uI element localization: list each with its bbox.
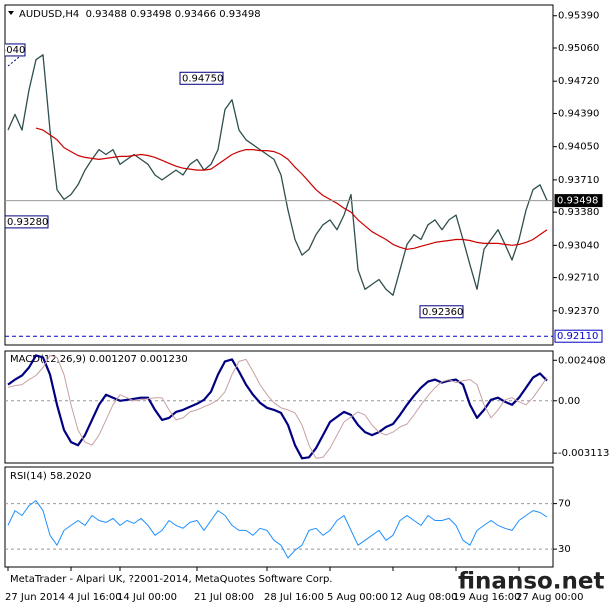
x-tick-label: 27 Jun 2014 <box>5 592 65 603</box>
x-tick-label: 19 Aug 16:00 <box>453 592 520 603</box>
y-tick-label: 0.95060 <box>558 43 599 54</box>
watermark: finanso.net <box>458 569 605 595</box>
price-label: 0.92110 <box>557 331 598 342</box>
price-label: 0.93498 <box>557 196 598 207</box>
x-tick-label: 27 Aug 00:00 <box>516 592 583 603</box>
price-panel <box>4 4 554 346</box>
y-tick-label: 0.94720 <box>558 76 599 87</box>
y-tick-label: 0.93380 <box>558 207 599 218</box>
series-line <box>7 354 548 459</box>
series-line <box>7 354 548 460</box>
series-line <box>35 127 548 250</box>
y-tick-label: 0.93710 <box>558 175 599 186</box>
x-tick-label: 14 Jul 00:00 <box>117 592 177 603</box>
x-tick-label: 28 Jul 16:00 <box>264 592 324 603</box>
y-tick-label: 0.95390 <box>558 11 599 22</box>
annotation-label: 0.92360 <box>422 307 463 318</box>
price-plot: 0.95040 0.94750 0.93280 0.92360 <box>0 43 548 319</box>
macd-panel <box>4 350 554 464</box>
macd-title: MACD(12,26,9) 0.001207 0.001230 <box>10 354 188 365</box>
x-tick-label: 5 Aug 00:00 <box>327 592 388 603</box>
y-tick-label: 0.92370 <box>558 306 599 317</box>
series-line <box>7 500 548 559</box>
x-tick-label: 12 Aug 08:00 <box>390 592 457 603</box>
y-tick-label: 0.94390 <box>558 108 599 119</box>
annotation-box <box>179 71 224 85</box>
chart-title: AUDUSD,H4 0.93488 0.93498 0.93466 0.9349… <box>19 9 261 20</box>
y-tick-label: 0.93040 <box>558 240 599 251</box>
annotation-label: 0.93280 <box>7 217 48 228</box>
annotation-box <box>5 43 26 57</box>
y-tick-label: 0.00 <box>558 396 580 407</box>
y-tick-label: 30 <box>558 544 571 555</box>
price-label-box <box>554 194 603 208</box>
x-tick-label: 4 Jul 16:00 <box>68 592 122 603</box>
y-tick-label: 70 <box>558 499 571 510</box>
x-tick-label: 21 Jul 08:00 <box>194 592 254 603</box>
y-tick-label: 0.92710 <box>558 273 599 284</box>
y-tick-label: 0.002408 <box>558 355 606 366</box>
series-line <box>7 54 548 296</box>
rsi-title: RSI(14) 58.2020 <box>10 471 91 482</box>
annotation-label: 0.94750 <box>182 73 223 84</box>
annotation-box <box>419 305 464 319</box>
menu-arrow <box>8 11 14 15</box>
price-label-box <box>554 329 603 343</box>
y-tick-label: -0.003113 <box>558 448 609 459</box>
rsi-panel <box>4 466 554 568</box>
annotation-label: 0.95040 <box>0 45 25 56</box>
annotation-box <box>5 215 49 229</box>
footer: MetaTrader - Alpari UK, ?2001-2014, Meta… <box>10 574 332 585</box>
y-tick-label: 0.94050 <box>558 142 599 153</box>
